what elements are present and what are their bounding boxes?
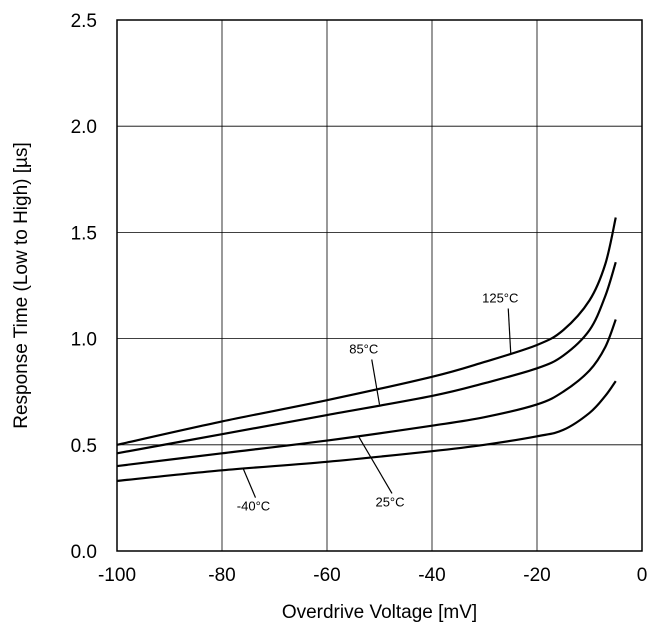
x-tick-label: -40 — [418, 565, 445, 586]
x-tick-labels: -100 -80 -60 -40 -20 0 — [98, 565, 647, 586]
series-lines — [116, 217, 617, 483]
x-tick-label: -60 — [313, 565, 340, 586]
y-tick-labels: 0.0 0.5 1.0 1.5 2.0 2.5 — [71, 11, 97, 563]
annotation-label: -40°C — [237, 499, 270, 514]
series-annotations: 125°C 85°C 25°C -40°C — [237, 290, 519, 513]
annotation-label: 25°C — [375, 494, 404, 509]
series-line — [116, 261, 617, 455]
annotation-label: 85°C — [349, 341, 378, 356]
y-tick-label: 1.5 — [71, 223, 97, 244]
grid — [117, 20, 642, 551]
series-line — [116, 380, 617, 483]
y-tick-label: 1.0 — [71, 330, 97, 351]
annotation-leader — [242, 467, 257, 498]
annotation-label: 125°C — [482, 290, 518, 305]
y-tick-label: 0.0 — [71, 542, 97, 563]
series-line — [116, 319, 617, 468]
series-line — [116, 217, 617, 446]
annotation-leader — [357, 436, 393, 494]
annotation-leader — [507, 308, 512, 354]
x-tick-label: -100 — [98, 565, 136, 586]
y-tick-label: 0.5 — [71, 436, 97, 457]
x-axis-label: Overdrive Voltage [mV] — [282, 602, 477, 623]
x-tick-label: -20 — [523, 565, 550, 586]
x-tick-label: -80 — [208, 565, 235, 586]
y-axis-label: Response Time (Low to High) [µs] — [11, 142, 32, 429]
plot-frame — [116, 19, 643, 552]
y-tick-label: 2.5 — [71, 11, 97, 32]
y-tick-label: 2.0 — [71, 117, 97, 138]
annotation-leader — [371, 359, 381, 405]
x-tick-label: 0 — [637, 565, 648, 586]
